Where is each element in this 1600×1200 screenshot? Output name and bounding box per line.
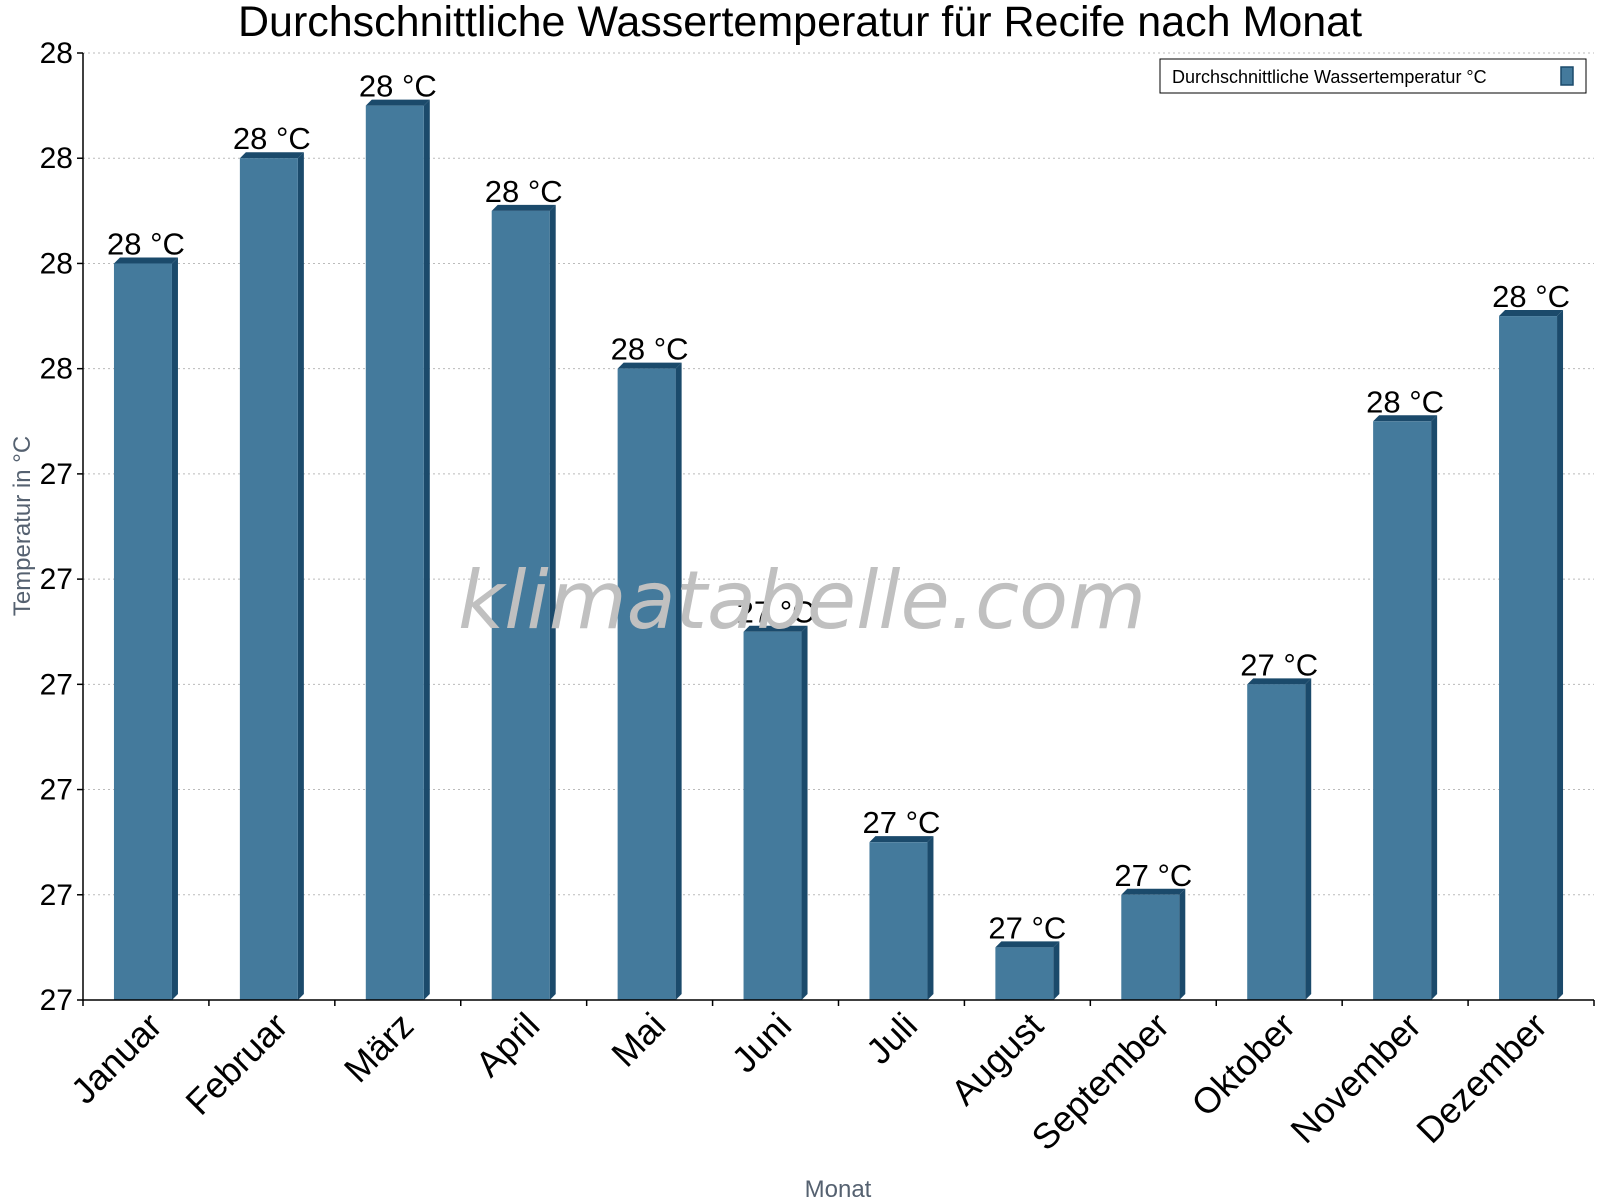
bar-side-face — [1431, 415, 1438, 1000]
bar — [743, 631, 802, 1000]
bar — [113, 263, 172, 1000]
data-label: 27 °C — [737, 595, 815, 630]
bar-side-face — [1053, 941, 1060, 1000]
data-label: 28 °C — [233, 121, 311, 156]
y-tick-label: 27 — [40, 458, 73, 491]
bar-top-face — [995, 941, 1060, 948]
bar-side-face — [675, 362, 682, 1001]
bar-top-face — [617, 362, 682, 369]
bar-top-face — [239, 152, 304, 159]
bar-top-face — [113, 257, 178, 264]
x-tick-label: Mai — [603, 1005, 673, 1075]
y-tick-labels: 27 27 27 27 27 27 28 28 28 28 — [40, 37, 83, 1017]
axes — [82, 53, 1594, 1001]
x-axis-label: Monat — [805, 1176, 872, 1200]
bar — [1247, 684, 1306, 1000]
x-tick-label: Februar — [177, 1005, 295, 1123]
x-tick-label: November — [1282, 1005, 1428, 1151]
data-label: 28 °C — [359, 69, 437, 104]
bar-side-face — [171, 257, 178, 1000]
data-label: 27 °C — [863, 805, 941, 840]
bar — [1373, 421, 1432, 1000]
x-tick-label: Januar — [63, 1005, 170, 1112]
legend-label: Durchschnittliche Wassertemperatur °C — [1172, 67, 1487, 87]
bar — [365, 105, 424, 1001]
x-tick-label: Juli — [858, 1005, 925, 1072]
data-label: 28 °C — [107, 226, 185, 261]
x-tick-labels: Januar Februar März April Mai Juni Juli AugustS… — [63, 1000, 1595, 1159]
data-label: 28 °C — [485, 174, 563, 209]
x-tick-label: April — [467, 1005, 547, 1085]
bar-top-face — [1247, 678, 1312, 685]
bars — [113, 99, 1564, 1001]
data-label: 28 °C — [611, 332, 689, 367]
bar-top-face — [1121, 888, 1186, 895]
bar-top-face — [869, 836, 934, 843]
bar-top-face — [743, 625, 808, 632]
bar — [239, 158, 298, 1000]
y-tick-label: 27 — [40, 563, 73, 596]
y-tick-label: 27 — [40, 879, 73, 912]
data-label: 28 °C — [1366, 384, 1444, 419]
y-tick-label: 28 — [40, 37, 73, 70]
bar-side-face — [423, 99, 430, 1001]
legend-swatch — [1560, 66, 1574, 86]
data-label: 27 °C — [1114, 858, 1192, 893]
bar-top-face — [1373, 415, 1438, 422]
y-tick-label: 28 — [40, 247, 73, 280]
bar — [995, 947, 1054, 1000]
y-tick-label: 27 — [40, 774, 73, 807]
y-axis-label: Temperatur in °C — [9, 436, 36, 616]
bar-side-face — [1557, 310, 1564, 1000]
bar — [617, 368, 676, 1001]
bar-side-face — [549, 204, 556, 1001]
bar-top-face — [365, 99, 430, 106]
x-tick-label: Juni — [724, 1005, 800, 1081]
bar-side-face — [1179, 888, 1186, 1000]
y-tick-label: 27 — [40, 984, 73, 1017]
bar-top-face — [491, 204, 556, 211]
data-label: 28 °C — [1492, 279, 1570, 314]
y-tick-label: 28 — [40, 353, 73, 386]
x-tick-label: Oktober — [1183, 1005, 1303, 1125]
bar-side-face — [297, 152, 304, 1000]
x-tick-label: März — [336, 1005, 422, 1091]
watermark: klimatabelle.com — [458, 554, 1146, 647]
data-labels: 28 °C 28 °C 28 °C 28 °C 28 °C 27 °C 27 °C 27 °C… — [107, 69, 1570, 946]
bar — [869, 842, 928, 1000]
legend: Durchschnittliche Wassertemperatur °C — [1159, 58, 1587, 94]
bar — [1121, 894, 1180, 1000]
x-tick-label: Dezember — [1408, 1005, 1554, 1151]
bar — [491, 210, 550, 1001]
y-tick-label: 28 — [40, 142, 73, 175]
bar-side-face — [1305, 678, 1312, 1000]
bar — [1499, 316, 1558, 1000]
bar-side-face — [927, 836, 934, 1000]
bar-side-face — [801, 625, 808, 1000]
data-label: 27 °C — [988, 910, 1066, 945]
bar-top-face — [1499, 310, 1564, 317]
x-tick-label: September — [1023, 1005, 1177, 1159]
gridlines — [83, 52, 1594, 896]
legend-box — [1159, 58, 1587, 94]
data-label: 27 °C — [1240, 647, 1318, 682]
chart-title: Durchschnittliche Wassertemperatur für R… — [238, 0, 1362, 46]
x-tick-label: August — [943, 1005, 1051, 1113]
y-tick-label: 27 — [40, 668, 73, 701]
